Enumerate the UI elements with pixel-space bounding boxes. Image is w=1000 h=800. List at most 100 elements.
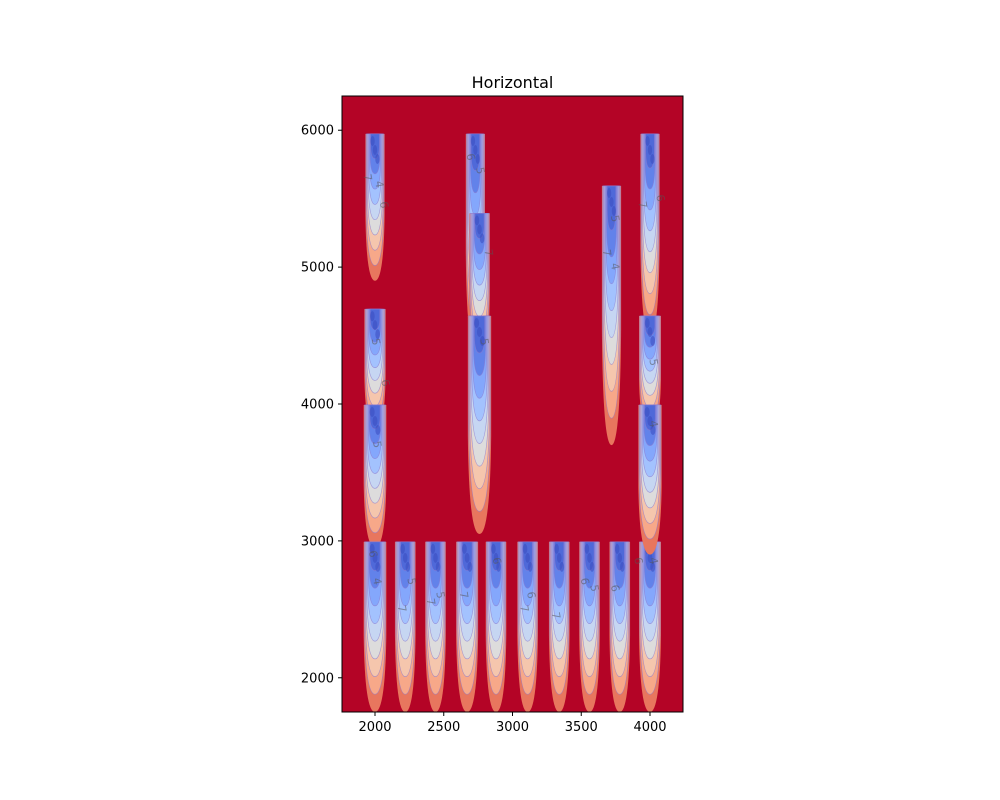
contour-label: 6 bbox=[608, 584, 622, 593]
contour-plume bbox=[469, 213, 490, 363]
contour-peak bbox=[522, 543, 528, 554]
contour-plume bbox=[609, 541, 631, 712]
contour-peak bbox=[474, 318, 480, 329]
contour-peak bbox=[589, 561, 595, 572]
contour-peak bbox=[647, 327, 653, 338]
contour-peak bbox=[375, 329, 381, 340]
contour-peak bbox=[650, 336, 656, 347]
chart-title: Horizontal bbox=[472, 73, 554, 92]
contour-label: 4 bbox=[608, 262, 622, 271]
contour-peak bbox=[372, 144, 378, 155]
contour-peak bbox=[479, 233, 485, 244]
contour-peak bbox=[467, 561, 473, 572]
contour-plume bbox=[601, 185, 622, 446]
contour-peak bbox=[372, 320, 378, 331]
contour-peak bbox=[476, 327, 483, 338]
contour-plume bbox=[517, 541, 538, 712]
contour-plume bbox=[579, 541, 600, 712]
contour-peak bbox=[611, 205, 617, 216]
contour-label: 6 bbox=[378, 378, 392, 387]
x-axis: 2000 2500 3000 3500 4000 bbox=[358, 712, 667, 735]
contour-label: 6 bbox=[578, 577, 592, 586]
x-tick-label: 2000 bbox=[358, 720, 391, 735]
contour-label: 7 bbox=[395, 604, 409, 613]
contour-peak bbox=[525, 552, 530, 563]
contour-label: 7 bbox=[635, 200, 649, 209]
x-tick-label: 2500 bbox=[427, 720, 460, 735]
contour-peak bbox=[369, 311, 375, 322]
contour-label: 5 bbox=[587, 584, 601, 593]
contour-peak bbox=[473, 144, 478, 155]
contour-peak bbox=[496, 561, 501, 572]
contour-peak bbox=[647, 144, 653, 155]
contour-peak bbox=[614, 543, 620, 554]
contour-label: 6 bbox=[464, 152, 478, 161]
contour-peak bbox=[493, 552, 499, 563]
contour-label: 5 bbox=[646, 358, 660, 367]
contour-peak bbox=[556, 552, 562, 563]
contour-peak bbox=[559, 561, 565, 572]
contour-plume bbox=[425, 541, 446, 712]
y-tick-label: 6000 bbox=[301, 124, 334, 139]
contour-label: 7 bbox=[481, 248, 495, 257]
contour-peak bbox=[375, 153, 380, 164]
contour-label: 5 bbox=[370, 440, 384, 449]
contour-label: 5 bbox=[608, 214, 622, 223]
contour-label: 5 bbox=[477, 337, 491, 346]
contour-peak bbox=[405, 561, 411, 572]
contour-peak bbox=[461, 543, 467, 554]
contour-label: 4 bbox=[370, 577, 384, 586]
contour-peak bbox=[587, 552, 592, 563]
contour-peak bbox=[370, 135, 375, 146]
contour-peak bbox=[400, 543, 405, 554]
contour-peak bbox=[645, 135, 650, 146]
contour-plume bbox=[639, 541, 661, 712]
contour-peak bbox=[430, 543, 436, 554]
contour-peak bbox=[617, 552, 623, 563]
contour-label: 6 bbox=[377, 200, 391, 209]
contour-peak bbox=[620, 561, 625, 572]
contour-plume bbox=[365, 133, 385, 281]
contour-peak bbox=[609, 196, 614, 207]
contour-label: 5 bbox=[404, 577, 418, 586]
x-tick-label: 4000 bbox=[633, 720, 666, 735]
contour-peak bbox=[650, 153, 655, 164]
contour-label: 7 bbox=[517, 604, 531, 613]
contour-label: 7 bbox=[600, 248, 614, 257]
y-tick-label: 4000 bbox=[301, 398, 334, 413]
contour-plume bbox=[394, 541, 416, 712]
contour-peak bbox=[372, 552, 378, 563]
plot-background bbox=[342, 96, 683, 712]
contour-peak bbox=[527, 561, 533, 572]
x-tick-label: 3500 bbox=[565, 720, 598, 735]
contour-peak bbox=[650, 561, 656, 572]
contour-peak bbox=[606, 187, 612, 198]
contour-label: 6 bbox=[524, 590, 538, 599]
plumes-layer bbox=[363, 133, 662, 712]
contour-peak bbox=[584, 543, 590, 554]
contour-label: 5 bbox=[433, 590, 447, 599]
contour-plume bbox=[363, 541, 387, 712]
contour-peak bbox=[554, 543, 559, 554]
contour-peak bbox=[650, 425, 656, 435]
contour-plume bbox=[640, 133, 660, 336]
contour-label: 7 bbox=[457, 590, 471, 599]
contour-plume bbox=[639, 315, 661, 432]
contour-peak bbox=[644, 407, 650, 417]
contour-label: 4 bbox=[372, 180, 386, 189]
contour-peak bbox=[647, 552, 653, 563]
contour-label: 6 bbox=[631, 556, 645, 565]
contour-peak bbox=[372, 416, 378, 426]
contour-label: 6 bbox=[490, 556, 504, 565]
contour-peak bbox=[644, 318, 650, 329]
contour-peak bbox=[369, 407, 375, 417]
y-tick-label: 3000 bbox=[301, 534, 334, 549]
y-tick-label: 5000 bbox=[301, 261, 334, 276]
contour-label: 5 bbox=[369, 337, 383, 346]
contour-label: 6 bbox=[366, 549, 380, 558]
contour-label: 7 bbox=[424, 597, 438, 606]
contour-peak bbox=[375, 561, 381, 572]
